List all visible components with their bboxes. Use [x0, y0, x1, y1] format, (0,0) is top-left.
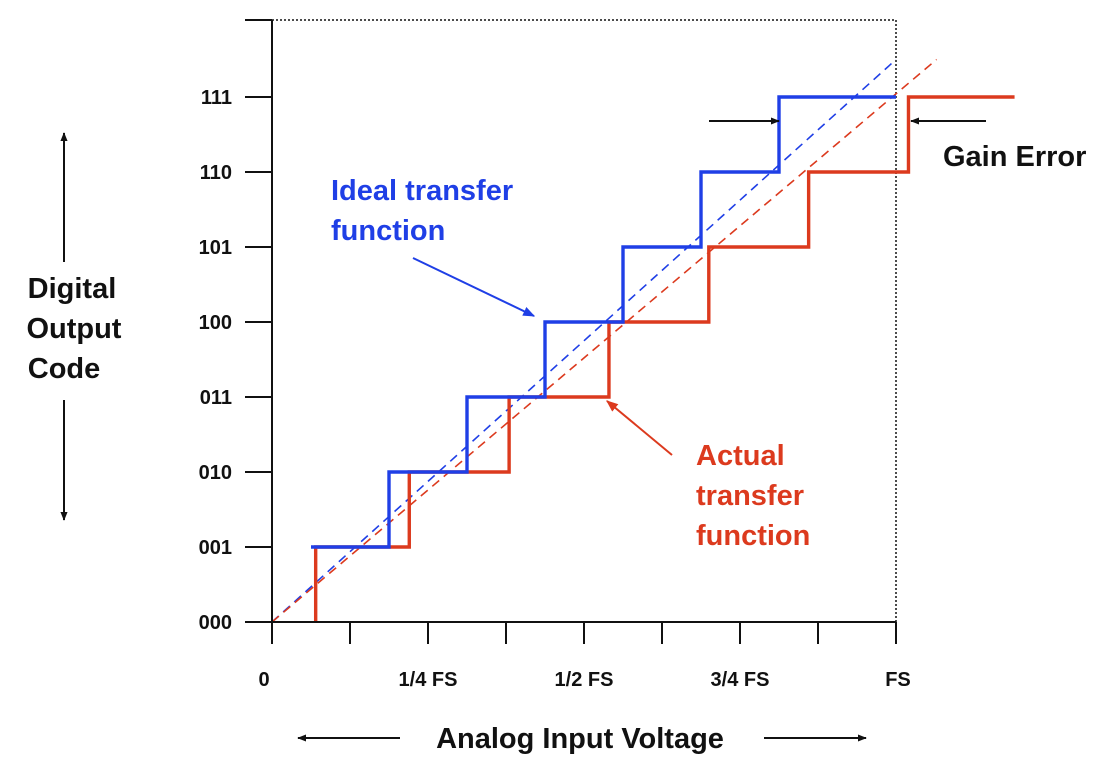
y-tick-label: 000 — [199, 612, 232, 634]
ideal-staircase — [311, 95, 896, 549]
y-tick-label: 100 — [199, 312, 232, 334]
staircases — [311, 95, 1015, 622]
y-axis-title-line-3: Code — [28, 353, 101, 385]
y-tick-label: 110 — [200, 162, 232, 184]
x-tick-labels: 0 1/4 FS 1/2 FS 3/4 FS FS — [258, 669, 910, 691]
actual-annotation-line-3: function — [696, 520, 810, 552]
actual-annotation-pointer — [606, 400, 673, 456]
ideal-annotation: Ideal transfer function — [331, 175, 521, 247]
x-tick-label: 1/2 FS — [555, 669, 614, 691]
y-tick-label: 010 — [199, 462, 232, 484]
y-tick-label: 011 — [200, 387, 232, 409]
gain-error-label: Gain Error — [943, 141, 1086, 173]
x-tick-label: 3/4 FS — [711, 669, 770, 691]
actual-annotation-line-2: transfer — [696, 480, 804, 512]
plot-frame — [272, 19, 897, 622]
ideal-annotation-line-2: function — [331, 215, 445, 247]
x-tick-label: FS — [885, 669, 911, 691]
axes — [245, 19, 897, 644]
ideal-reference-line — [271, 58, 897, 623]
y-tick-label: 001 — [199, 537, 232, 559]
ideal-annotation-pointer — [412, 257, 536, 317]
y-tick-label: 111 — [201, 87, 232, 109]
actual-reference-line — [271, 58, 938, 623]
actual-annotation: Actual transfer function — [696, 440, 812, 552]
y-tick-label: 101 — [199, 237, 232, 259]
y-tick-labels: 000 001 010 011 100 101 110 111 — [199, 87, 232, 634]
x-tick-label: 0 — [258, 669, 269, 691]
x-tick-label: 1/4 FS — [399, 669, 458, 691]
actual-annotation-line-1: Actual — [696, 440, 785, 472]
ideal-annotation-line-1: Ideal transfer — [331, 175, 513, 207]
y-axis-title-line-2: Output — [26, 313, 121, 345]
x-axis-title: Analog Input Voltage — [436, 723, 724, 755]
y-axis-title: Digital Output Code — [26, 273, 129, 385]
y-axis-title-line-1: Digital — [28, 273, 117, 305]
reference-lines — [271, 58, 938, 623]
